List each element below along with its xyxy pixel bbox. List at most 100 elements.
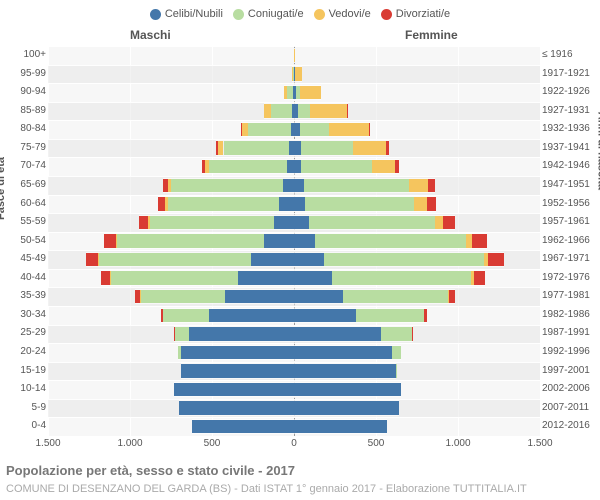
bar-male: [101, 270, 294, 286]
chart-source: COMUNE DI DESENZANO DEL GARDA (BS) - Dat…: [6, 483, 527, 495]
year-label: 1977-1981: [542, 287, 598, 306]
bar-segment: [301, 160, 372, 174]
chart-row: [48, 46, 540, 65]
bar-segment: [110, 271, 238, 285]
legend-item: Divorziati/e: [381, 8, 450, 20]
bar-segment: [86, 253, 97, 267]
bar-segment: [304, 179, 409, 193]
bar-female: [294, 289, 455, 305]
bar-male: [192, 419, 294, 435]
chart-row: [48, 325, 540, 344]
age-label: 0-4: [4, 417, 46, 436]
bar-segment: [294, 364, 396, 378]
year-label: ≤ 1916: [542, 46, 598, 65]
bar-segment: [139, 216, 148, 230]
age-label: 50-54: [4, 232, 46, 251]
bar-female: [294, 419, 387, 435]
bar-female: [294, 326, 413, 342]
bar-segment: [179, 401, 294, 415]
age-label: 100+: [4, 46, 46, 65]
bar-segment: [274, 216, 294, 230]
bar-segment: [165, 197, 167, 211]
age-label: 15-19: [4, 362, 46, 381]
age-label: 55-59: [4, 213, 46, 232]
bar-segment: [294, 309, 356, 323]
x-tick: 0: [291, 438, 297, 449]
bar-segment: [241, 123, 242, 137]
bar-segment: [294, 346, 392, 360]
bar-segment: [168, 197, 280, 211]
legend-item: Vedovi/e: [314, 8, 371, 20]
bar-segment: [409, 179, 429, 193]
bar-segment: [238, 271, 294, 285]
year-label: 1957-1961: [542, 213, 598, 232]
bar-segment: [150, 216, 275, 230]
bar-female: [294, 178, 435, 194]
chart-row: [48, 250, 540, 269]
bar-segment: [300, 86, 321, 100]
bar-segment: [101, 271, 109, 285]
bar-segment: [347, 104, 348, 118]
bar-segment: [279, 197, 294, 211]
bar-segment: [428, 179, 435, 193]
age-label: 30-34: [4, 306, 46, 325]
plot: [48, 46, 540, 436]
bar-segment: [135, 290, 139, 304]
legend-item: Celibi/Nubili: [150, 8, 223, 20]
year-label: 1927-1931: [542, 102, 598, 121]
label-male: Maschi: [130, 28, 171, 42]
legend-swatch: [314, 9, 325, 20]
age-label: 40-44: [4, 269, 46, 288]
bar-segment: [294, 49, 295, 63]
age-label: 95-99: [4, 65, 46, 84]
bar-segment: [294, 271, 332, 285]
chart-row: [48, 83, 540, 102]
bar-segment: [294, 401, 399, 415]
bar-segment: [294, 234, 315, 248]
bar-female: [294, 363, 396, 379]
bar-male: [104, 233, 294, 249]
age-label: 5-9: [4, 399, 46, 418]
legend: Celibi/Nubili Coniugati/e Vedovi/e Divorzia…: [0, 0, 600, 24]
bar-segment: [271, 104, 292, 118]
bar-segment: [116, 234, 117, 248]
legend-swatch: [233, 9, 244, 20]
bar-segment: [381, 327, 412, 341]
bar-segment: [435, 216, 443, 230]
bar-segment: [189, 327, 294, 341]
bar-male: [135, 289, 294, 305]
legend-label: Coniugati/e: [248, 8, 304, 20]
bar-segment: [110, 271, 111, 285]
chart-row: [48, 139, 540, 158]
bar-segment: [294, 253, 324, 267]
year-label: 2002-2006: [542, 380, 598, 399]
bar-segment: [284, 86, 287, 100]
bar-segment: [205, 160, 209, 174]
bar-segment: [395, 160, 399, 174]
chart-row: [48, 102, 540, 121]
year-label: 1917-1921: [542, 65, 598, 84]
bar-segment: [386, 141, 389, 155]
chart-row: [48, 157, 540, 176]
bar-male: [178, 345, 294, 361]
bar-segment: [216, 141, 218, 155]
bar-segment: [294, 160, 301, 174]
bar-female: [294, 233, 487, 249]
bar-male: [158, 196, 294, 212]
bar-segment: [251, 253, 294, 267]
bar-segment: [449, 290, 455, 304]
age-label: 80-84: [4, 120, 46, 139]
bar-segment: [161, 309, 163, 323]
bar-segment: [104, 234, 115, 248]
bar-segment: [474, 271, 485, 285]
year-label: 1922-1926: [542, 83, 598, 102]
bar-segment: [168, 179, 171, 193]
bar-segment: [315, 234, 466, 248]
bar-segment: [427, 197, 436, 211]
bar-segment: [298, 104, 309, 118]
bar-male: [241, 122, 294, 138]
bar-segment: [309, 216, 435, 230]
chart-row: [48, 306, 540, 325]
bar-segment: [424, 309, 426, 323]
chart-row: [48, 65, 540, 84]
